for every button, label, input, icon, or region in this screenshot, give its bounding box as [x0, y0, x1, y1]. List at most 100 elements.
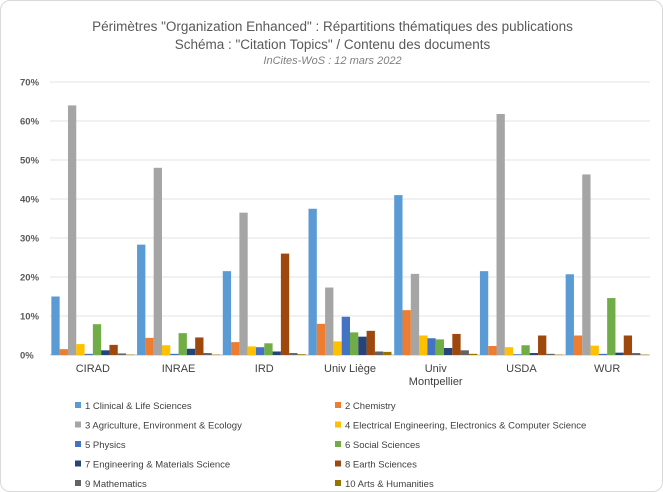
bar	[264, 343, 273, 355]
legend-label: 8 Earth Sciences	[345, 460, 417, 471]
legend-swatch	[75, 402, 81, 408]
chart-source-note: InCites-WoS : 12 mars 2022	[263, 55, 402, 67]
y-tick-label: 60%	[20, 117, 40, 128]
x-tick-label: IRD	[255, 363, 274, 375]
x-tick-label: WUR	[594, 363, 620, 375]
bar	[325, 287, 334, 355]
bar	[452, 333, 461, 355]
bar	[51, 296, 60, 355]
bar	[410, 273, 420, 355]
bar	[67, 105, 77, 356]
bar	[529, 353, 539, 355]
bar	[222, 271, 232, 355]
bar	[504, 347, 514, 355]
bar	[231, 342, 240, 355]
bar	[239, 212, 248, 355]
bar	[573, 335, 583, 355]
bar	[607, 298, 616, 355]
y-tick-label: 50%	[20, 156, 40, 167]
bar	[632, 353, 641, 355]
bar	[435, 339, 445, 355]
bar	[460, 350, 469, 355]
legend-swatch	[335, 480, 341, 486]
bar	[427, 338, 436, 355]
bar	[565, 274, 574, 355]
bar	[496, 113, 505, 355]
legend-swatch	[335, 441, 341, 447]
bar	[308, 208, 317, 355]
bar	[59, 349, 68, 355]
y-tick-label: 30%	[20, 234, 40, 245]
bar	[383, 351, 392, 355]
x-tick-label: Univ Liège	[324, 363, 376, 375]
legend-swatch	[335, 421, 341, 428]
legend-swatch	[335, 460, 341, 467]
bar	[615, 352, 624, 355]
bar	[247, 346, 256, 355]
legend-label: 6 Social Sciences	[345, 440, 420, 451]
legend-label: 4 Electrical Engineering, Electronics & …	[345, 421, 586, 432]
legend-label: 9 Mathematics	[85, 479, 147, 490]
x-tick-label: INRAE	[162, 363, 196, 375]
bar	[598, 353, 608, 355]
bar	[109, 344, 118, 355]
legend-label: 1 Clinical & Life Sciences	[85, 401, 192, 412]
bar	[145, 337, 154, 355]
bar	[289, 353, 298, 355]
bar	[178, 333, 187, 355]
x-tick-label: CIRAD	[76, 363, 110, 375]
y-tick-label: 40%	[20, 195, 40, 206]
bar	[444, 347, 453, 355]
bar	[394, 195, 403, 355]
legend-label: 2 Chemistry	[345, 401, 396, 412]
bar	[161, 345, 171, 355]
bar	[590, 345, 599, 355]
bar	[623, 335, 633, 355]
bar	[297, 354, 306, 355]
bar	[255, 347, 265, 355]
bar	[170, 353, 179, 355]
bar	[358, 336, 367, 355]
bar	[76, 344, 85, 355]
bar	[366, 330, 375, 355]
legend-swatch	[75, 460, 81, 467]
bar	[117, 353, 127, 355]
bar	[92, 324, 102, 355]
bar	[333, 341, 342, 355]
y-tick-label: 10%	[20, 312, 40, 323]
bar	[513, 354, 522, 355]
bar	[488, 346, 497, 355]
x-tick-label: Univ Montpellier	[409, 363, 463, 388]
bar	[272, 351, 281, 355]
legend-swatch	[75, 441, 81, 447]
x-tick-label: USDA	[506, 363, 537, 375]
y-tick-label: 20%	[20, 273, 40, 284]
bar	[419, 335, 428, 355]
chart-title: Périmètres "Organization Enhanced" : Rép…	[92, 19, 573, 34]
legend-swatch	[75, 480, 81, 486]
bar	[341, 316, 350, 355]
bar	[84, 353, 93, 355]
bar	[479, 271, 489, 355]
bar	[203, 353, 212, 355]
bar	[546, 353, 555, 355]
legend-label: 5 Physics	[85, 440, 126, 451]
bar	[374, 351, 384, 355]
y-tick-label: 70%	[20, 78, 40, 89]
legend-label: 10 Arts & Humanities	[345, 479, 434, 490]
bar	[538, 335, 547, 355]
bar	[521, 345, 530, 355]
bar	[186, 348, 196, 355]
y-tick-label: 0%	[20, 351, 34, 362]
bar	[101, 350, 110, 355]
chart-subtitle: Schéma : "Citation Topics" / Contenu des…	[174, 37, 491, 52]
bar	[280, 253, 290, 355]
bar	[468, 353, 478, 355]
bar	[137, 244, 146, 355]
legend-swatch	[335, 402, 341, 408]
bar	[350, 332, 359, 355]
bar	[582, 174, 591, 355]
bar	[153, 167, 162, 355]
legend-swatch	[75, 421, 81, 428]
